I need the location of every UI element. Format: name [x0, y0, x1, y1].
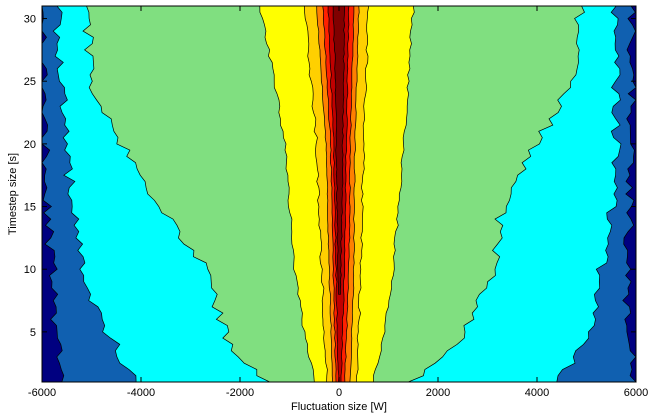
x-tick-label: 0 — [336, 387, 342, 399]
plot-area — [41, 5, 637, 383]
x-tick-label: 6000 — [624, 387, 648, 399]
y-tick-label: 20 — [24, 139, 36, 151]
x-tick-label: 2000 — [426, 387, 450, 399]
y-tick-label: 5 — [30, 327, 36, 339]
contour-levels — [41, 5, 637, 383]
y-tick-label: 25 — [24, 76, 36, 88]
y-tick-label: 10 — [24, 264, 36, 276]
x-tick-label: -4000 — [127, 387, 155, 399]
x-axis-ticks: -6000 -4000 -2000 0 2000 4000 6000 — [28, 6, 648, 399]
y-axis-ticks: 5 10 15 20 25 30 — [24, 14, 636, 339]
x-tick-label: 4000 — [525, 387, 549, 399]
x-tick-label: -2000 — [226, 387, 254, 399]
y-tick-label: 30 — [24, 14, 36, 26]
y-tick-label: 15 — [24, 202, 36, 214]
y-axis-label: Timestep size [s] — [7, 153, 19, 235]
x-tick-label: -6000 — [28, 387, 56, 399]
x-axis-label: Fluctuation size [W] — [291, 401, 387, 413]
